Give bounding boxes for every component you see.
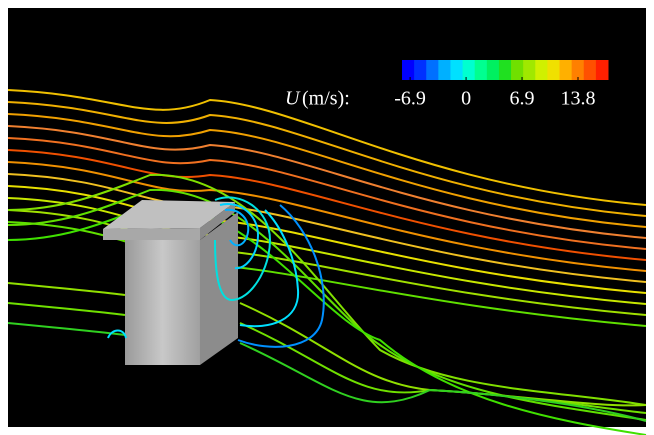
colorbar-segment: [414, 60, 427, 80]
colorbar-segment: [450, 60, 463, 80]
colorbar-unit: (m/s):: [302, 88, 350, 110]
colorbar-tick-label: -6.9: [394, 88, 426, 110]
page: {"colorbar": {"label": "U", "unit": "(m/…: [0, 0, 654, 435]
colorbar-tick-label: 0: [461, 88, 471, 110]
colorbar-segment: [487, 60, 500, 80]
colorbar-tick-label: 6.9: [510, 88, 535, 110]
colorbar-segment: [438, 60, 451, 80]
colorbar-segment: [499, 60, 512, 80]
colorbar-segment: [547, 60, 560, 80]
colorbar-segment: [523, 60, 536, 80]
colorbar-segment: [426, 60, 439, 80]
colorbar-label: U: [285, 88, 301, 110]
colorbar-segment: [535, 60, 548, 80]
colorbar-segment: [402, 60, 415, 80]
colorbar-tick-label: 13.8: [560, 88, 595, 110]
colorbar-segment: [560, 60, 573, 80]
colorbar-segment: [584, 60, 597, 80]
colorbar-segment: [475, 60, 488, 80]
figure: -6.9 0 6.9 13.8 U (m/s):: [0, 0, 654, 435]
colorbar-segment: [596, 60, 609, 80]
colorbar-segment: [463, 60, 476, 80]
